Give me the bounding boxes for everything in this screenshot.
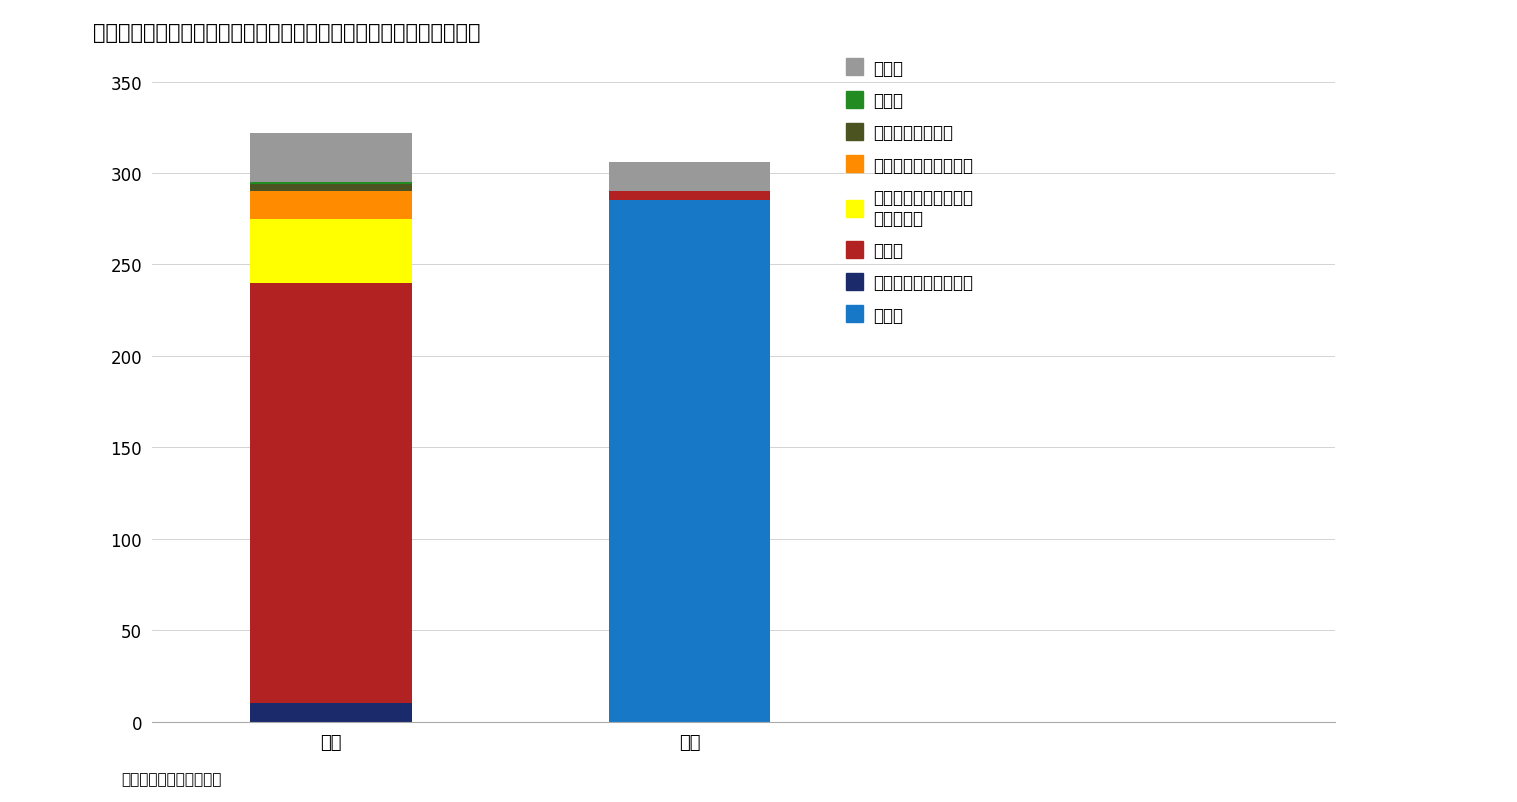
- Legend: 無所属, 緑の党, プライド・カムリ, 自由民主党（ＬＤＰ）, スコットランド民族党
（ＳＮＰ）, 労働党, 民主統一党（ＤＵＰ）, 保守党: 無所属, 緑の党, プライド・カムリ, 自由民主党（ＬＤＰ）, スコットランド民…: [846, 59, 972, 324]
- Bar: [250, 184, 411, 192]
- Bar: [250, 220, 411, 283]
- Text: 離脱協定案の採決を保留する修正動議（レトウィン修正案）採決結果: 離脱協定案の採決を保留する修正動議（レトウィン修正案）採決結果: [93, 23, 479, 43]
- Bar: [608, 192, 771, 201]
- Bar: [250, 283, 411, 703]
- Bar: [608, 201, 771, 722]
- Bar: [250, 134, 411, 183]
- Bar: [250, 183, 411, 184]
- Bar: [250, 703, 411, 722]
- Bar: [608, 163, 771, 192]
- Bar: [250, 192, 411, 220]
- Text: （資料）　英国議会下院: （資料） 英国議会下院: [121, 771, 221, 786]
